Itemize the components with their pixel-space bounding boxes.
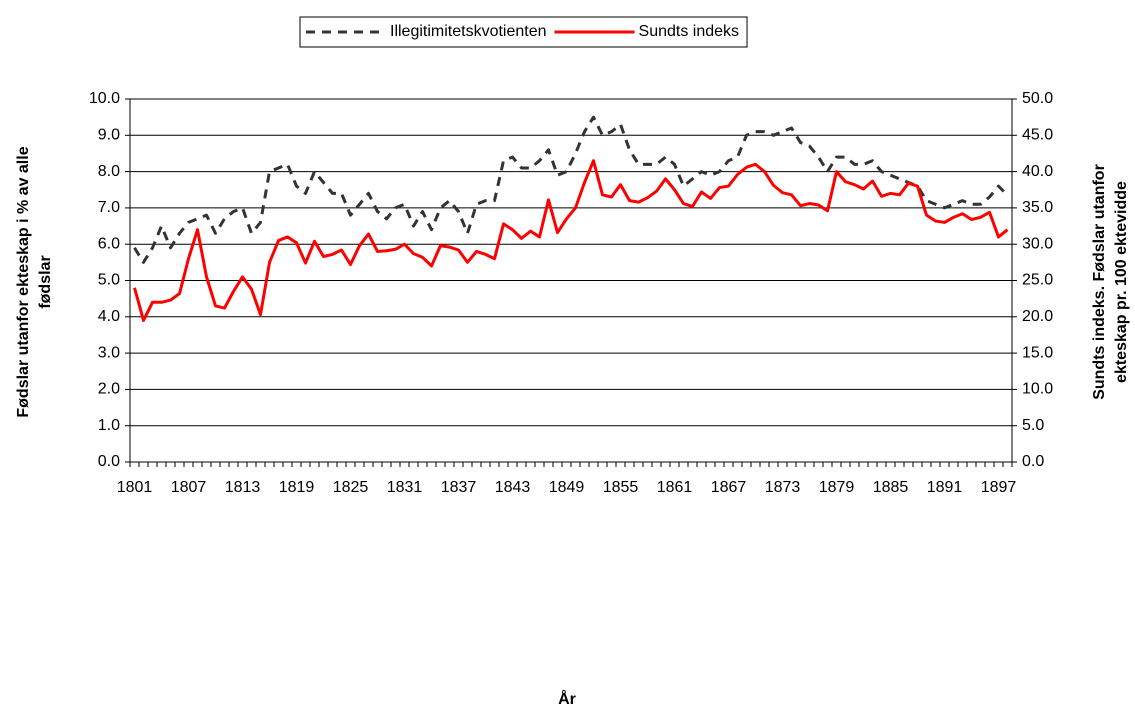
x-tick-label: 1837	[441, 479, 477, 496]
y-axis-title-line: fødslar	[37, 255, 54, 308]
legend: Illegitimitetskvotienten Sundts indeks	[299, 16, 748, 48]
x-tick-label: 1813	[225, 479, 261, 496]
x-tick-label: 1891	[927, 479, 963, 496]
x-axis-title: År	[558, 689, 576, 708]
x-tick-label: 1849	[549, 479, 585, 496]
y2-tick-label: 35.0	[1022, 199, 1053, 216]
x-tick-label: 1831	[387, 479, 423, 496]
y2-tick-label: 20.0	[1022, 308, 1053, 325]
x-tick-label: 1873	[765, 479, 801, 496]
y2-tick-label: 15.0	[1022, 344, 1053, 361]
x-tick-label: 1807	[171, 479, 207, 496]
y-tick-label: 9.0	[98, 127, 120, 144]
y2-tick-label: 25.0	[1022, 272, 1053, 289]
x-tick-label: 1855	[603, 479, 639, 496]
legend-label: Illegitimitetskvotienten	[390, 23, 547, 40]
legend-label: Sundts indeks	[639, 23, 740, 40]
y2-tick-label: 45.0	[1022, 127, 1053, 144]
y-tick-label: 7.0	[98, 199, 120, 216]
x-tick-label: 1897	[981, 479, 1017, 496]
y2-tick-label: 5.0	[1022, 417, 1044, 434]
x-tick-label: 1801	[117, 479, 153, 496]
y-tick-label: 2.0	[98, 381, 120, 398]
x-tick-label: 1879	[819, 479, 855, 496]
y-tick-label: 4.0	[98, 308, 120, 325]
y-tick-label: 5.0	[98, 272, 120, 289]
y2-axis-title-line: Sundts indeks. Fødslar utanfor	[1091, 164, 1108, 400]
y2-axis-title-line: ekteskap pr. 100 ektevidde	[1113, 181, 1130, 383]
y-tick-label: 0.0	[98, 453, 120, 470]
y2-tick-label: 0.0	[1022, 453, 1044, 470]
series-line	[133, 159, 1009, 322]
y-tick-label: 3.0	[98, 344, 120, 361]
y2-tick-label: 40.0	[1022, 163, 1053, 180]
y-axis-title: Fødslar utanfor ekteskap i % av alle fød…	[15, 146, 54, 417]
y-tick-label: 8.0	[98, 163, 120, 180]
y-tick-label: 10.0	[89, 90, 120, 107]
x-tick-label: 1885	[873, 479, 909, 496]
y2-axis-title: Sundts indeks. Fødslar utanfor ekteskap …	[1091, 164, 1130, 400]
x-tick-label: 1825	[333, 479, 369, 496]
x-tick-label: 1819	[279, 479, 315, 496]
y-tick-label: 6.0	[98, 235, 120, 252]
y-tick-label: 1.0	[98, 417, 120, 434]
y2-tick-label: 10.0	[1022, 381, 1053, 398]
x-tick-label: 1843	[495, 479, 531, 496]
y2-tick-label: 30.0	[1022, 235, 1053, 252]
y2-tick-label: 50.0	[1022, 90, 1053, 107]
series-line	[133, 115, 1009, 264]
x-tick-label: 1861	[657, 479, 693, 496]
y-axis-title-line: Fødslar utanfor ekteskap i % av alle	[15, 146, 32, 417]
x-tick-label: 1867	[711, 479, 747, 496]
